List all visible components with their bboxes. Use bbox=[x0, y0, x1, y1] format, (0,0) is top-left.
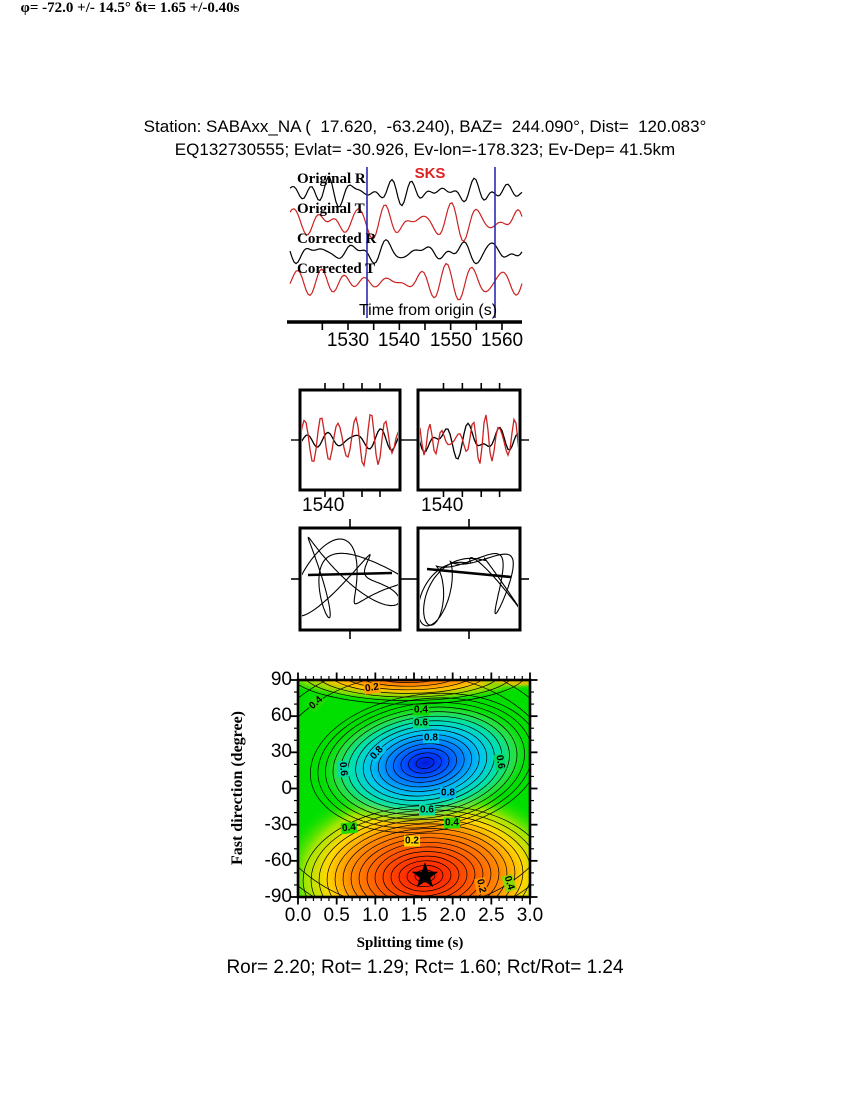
contour-level-label: 0.4 bbox=[340, 821, 358, 835]
contour-level-label: 0.8 bbox=[423, 732, 439, 744]
window-right-tick-label: 1540 bbox=[421, 495, 464, 516]
trace-label-corrected-r: Corrected R bbox=[297, 231, 377, 247]
station-title: Station: SABAxx_NA ( 17.620, -63.240), B… bbox=[143, 117, 707, 136]
contour-y-tick-label: -60 bbox=[264, 849, 292, 871]
result-ratios-text: Ror= 2.20; Rot= 1.29; Rct= 1.60; Rct/Rot… bbox=[226, 957, 624, 978]
contour-x-axis-label: Splitting time (s) bbox=[356, 935, 464, 951]
time-tick-label: 1560 bbox=[480, 330, 524, 351]
phase-label: SKS bbox=[414, 165, 446, 182]
contour-x-tick-label: 2.0 bbox=[439, 905, 466, 926]
contour-level-label: 0.6 bbox=[336, 760, 350, 778]
contour-x-tick-label: 3.0 bbox=[516, 905, 544, 926]
contour-x-tick-label: 2.5 bbox=[478, 905, 505, 926]
trace-label-corrected-t: Corrected T bbox=[297, 261, 376, 277]
contour-level-label: 0.4 bbox=[444, 817, 460, 829]
contour-title: φ= -72.0 +/- 14.5° δt= 1.65 +/-0.40s bbox=[20, 0, 240, 16]
contour-level-label: 0.4 bbox=[413, 704, 429, 716]
contour-y-tick-label: 0 bbox=[281, 777, 292, 799]
time-tick-label: 1540 bbox=[377, 330, 421, 351]
trace-label-original-r: Original R bbox=[297, 171, 366, 187]
particle-motion-panel bbox=[291, 519, 529, 639]
contour-level-label: 0.6 bbox=[413, 717, 429, 729]
contour-level-label: 0.2 bbox=[404, 835, 420, 847]
contour-y-tick-label: 60 bbox=[270, 705, 292, 727]
error-surface-panel bbox=[290, 672, 538, 905]
contour-x-tick-label: 0.5 bbox=[323, 905, 350, 926]
trace-label-original-t: Original T bbox=[297, 201, 365, 217]
time-tick-label: 1530 bbox=[326, 330, 370, 351]
contour-level-label: 0.6 bbox=[419, 804, 435, 816]
window-left-tick-label: 1540 bbox=[302, 495, 345, 516]
contour-x-tick-label: 1.0 bbox=[362, 905, 389, 926]
contour-level-label: 0.8 bbox=[440, 787, 456, 799]
best-fit-star bbox=[411, 862, 439, 888]
contour-x-tick-label: 0.0 bbox=[284, 905, 312, 926]
time-axis-label: Time from origin (s) bbox=[358, 302, 498, 319]
contour-y-tick-label: -30 bbox=[264, 813, 292, 835]
seismogram-panel bbox=[287, 167, 523, 330]
contour-y-tick-label: -90 bbox=[264, 886, 292, 907]
contour-y-tick-label: 30 bbox=[270, 741, 292, 763]
window-waveform-panel bbox=[291, 383, 529, 497]
event-title: EQ132730555; Evlat= -30.926, Ev-lon=-178… bbox=[174, 140, 676, 159]
contour-x-tick-label: 1.5 bbox=[400, 905, 428, 926]
contour-level-label: 0.2 bbox=[363, 681, 381, 695]
contour-y-tick-label: 90 bbox=[270, 669, 292, 690]
time-tick-label: 1550 bbox=[429, 330, 473, 351]
